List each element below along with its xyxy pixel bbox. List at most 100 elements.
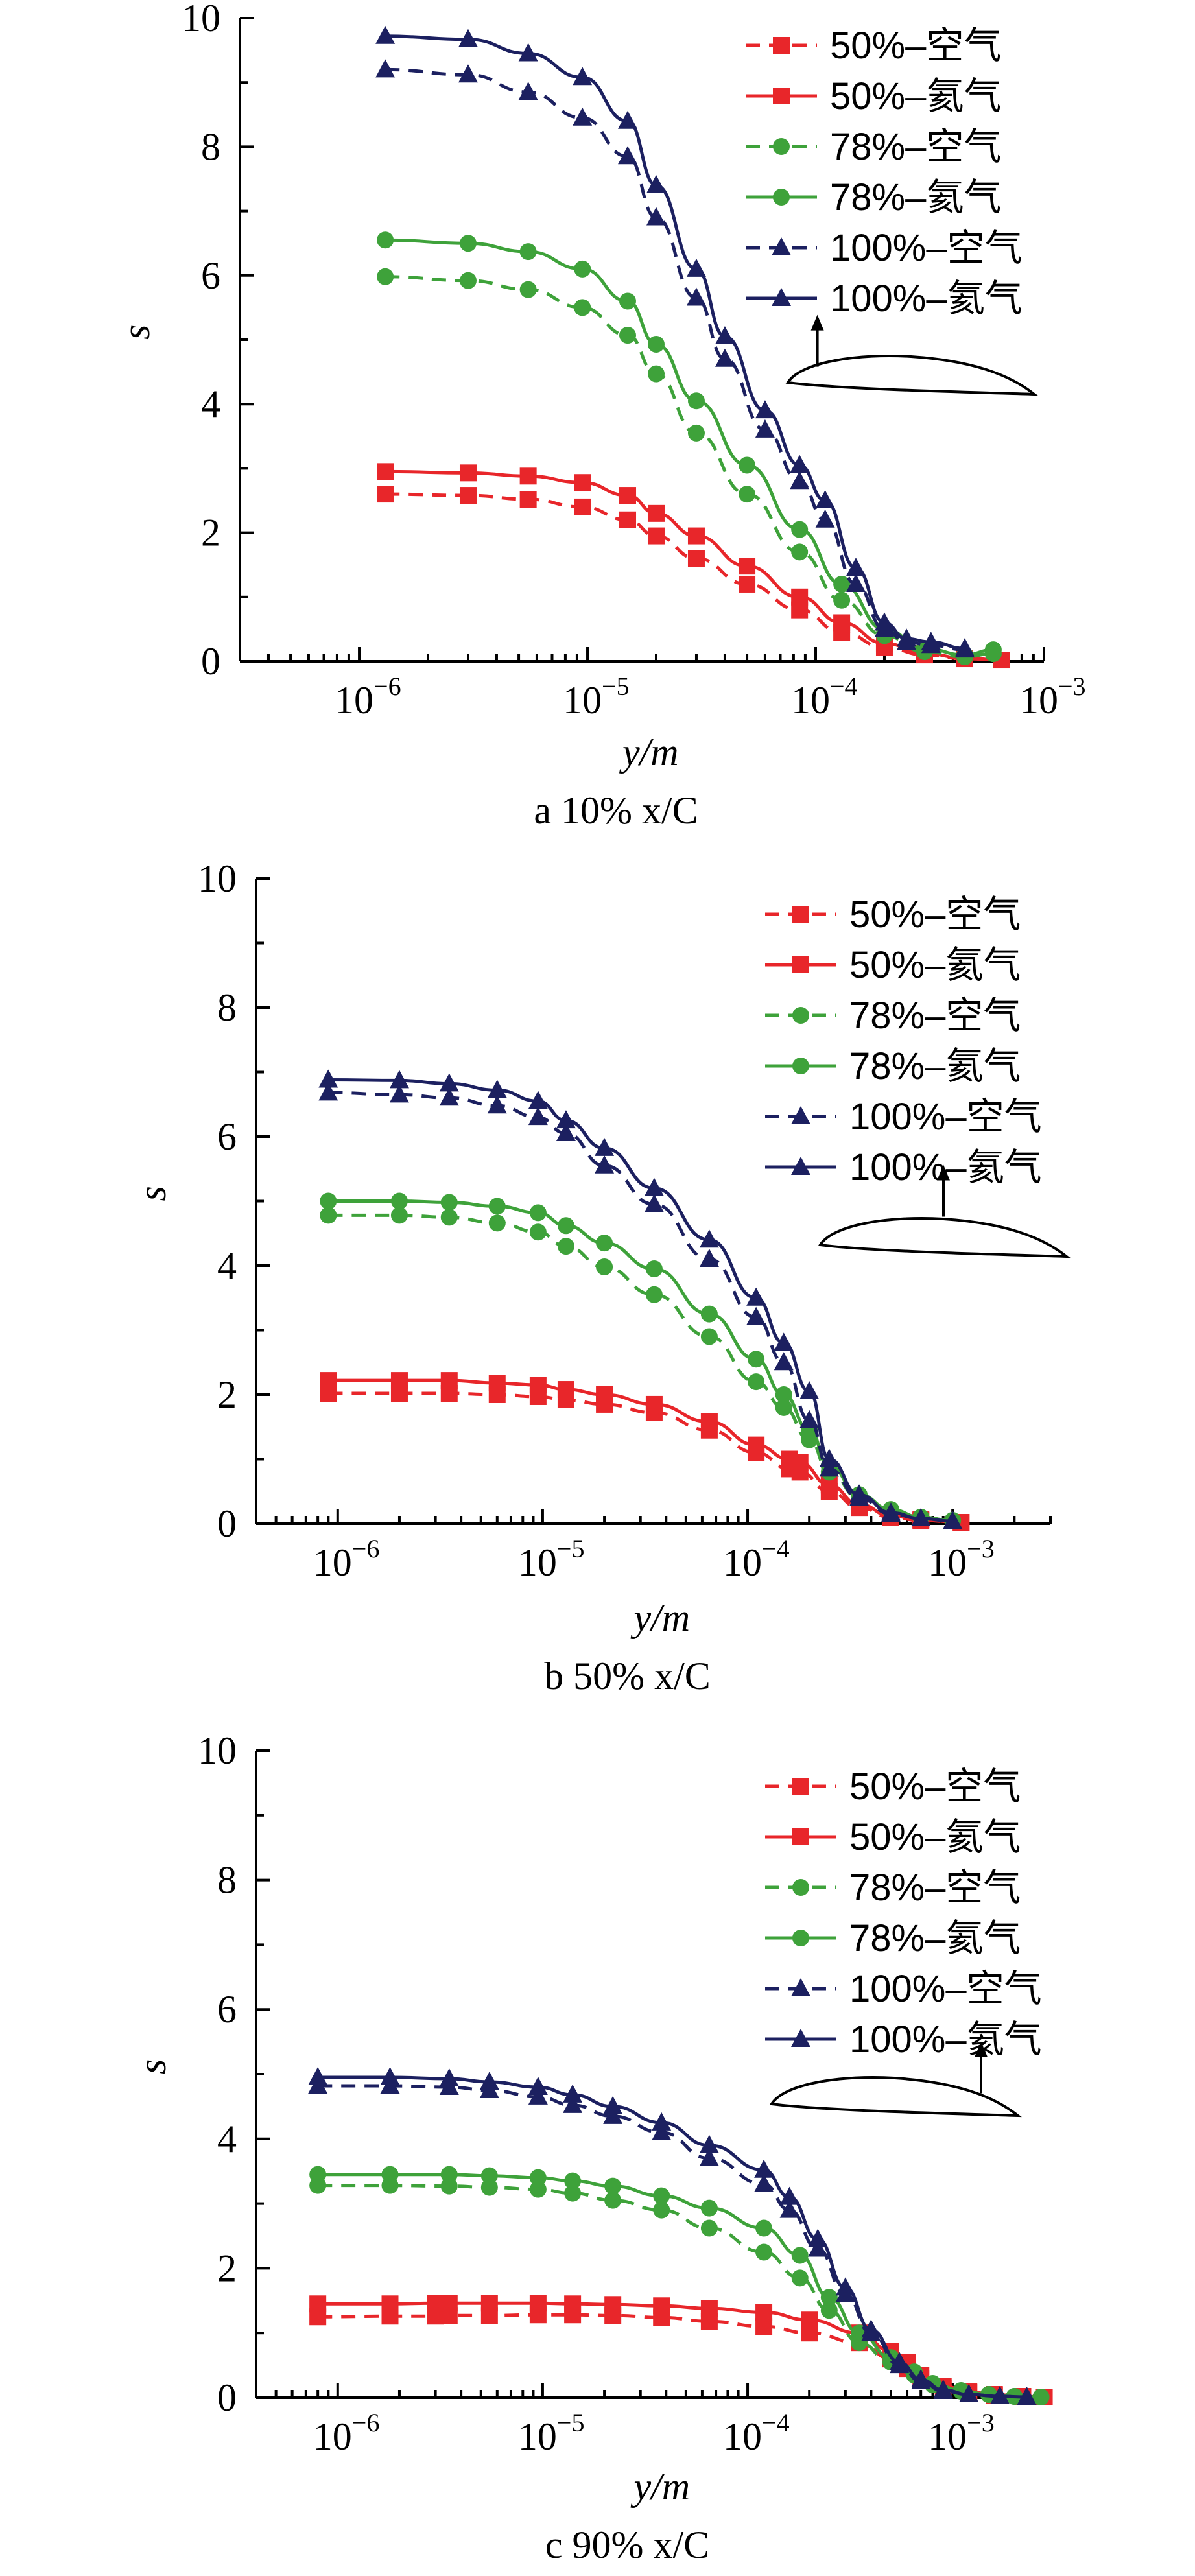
legend-label: 50%–氦气: [830, 75, 1001, 117]
data-point: [377, 231, 394, 249]
series-line: [328, 1213, 953, 1522]
data-point: [528, 2086, 548, 2105]
series-4: [309, 2166, 1050, 2406]
x-axis-label: y/m: [619, 731, 679, 774]
data-point: [808, 2228, 828, 2247]
x-tick-label: 10−5: [518, 1534, 585, 1584]
data-point: [595, 1137, 615, 1156]
legend-label: 100%–氦气: [830, 278, 1023, 320]
data-point: [596, 1235, 613, 1252]
data-point: [647, 504, 665, 522]
data-point: [595, 1155, 615, 1174]
data-point: [990, 2386, 1010, 2405]
data-point: [959, 2384, 979, 2403]
data-point: [754, 2159, 774, 2178]
data-point: [699, 2147, 719, 2166]
y-tick-label: 2: [217, 1373, 237, 1416]
legend-label: 100%–氦气: [849, 2018, 1042, 2061]
data-point: [647, 365, 665, 383]
x-tick-label: 10−5: [518, 2408, 585, 2458]
x-tick-exponent: −3: [1058, 672, 1086, 701]
y-tick-label: 6: [217, 1988, 237, 2031]
data-point: [604, 2296, 622, 2313]
data-point: [574, 299, 591, 316]
data-point: [377, 486, 394, 503]
data-point: [318, 1082, 338, 1101]
data-point: [874, 612, 894, 631]
figure-caption: b 50% x/C: [544, 1655, 711, 1697]
data-point: [791, 1454, 809, 1471]
data-point: [596, 1258, 613, 1275]
x-axis-label: y/m: [630, 1596, 691, 1639]
data-point: [519, 491, 537, 508]
data-point: [791, 1106, 810, 1124]
x-tick-exponent: −6: [373, 672, 401, 701]
y-axis-label: s: [115, 325, 158, 340]
x-tick-label: 10−5: [563, 672, 630, 722]
data-point: [755, 419, 775, 438]
data-point: [774, 1332, 794, 1351]
data-point: [604, 2177, 622, 2195]
data-point: [775, 1386, 792, 1403]
data-point: [652, 2121, 672, 2140]
x-tick-base: 10: [518, 2415, 557, 2458]
data-point: [792, 1778, 809, 1795]
y-tick-label: 10: [198, 1729, 237, 1772]
data-point: [748, 1351, 765, 1368]
data-point: [646, 174, 666, 193]
data-point: [791, 2269, 809, 2287]
data-point: [645, 1260, 663, 1277]
data-point: [557, 1381, 574, 1399]
y-tick-label: 0: [217, 2376, 237, 2419]
legend-label: 50%–空气: [849, 893, 1021, 936]
airfoil-inset: [785, 314, 1038, 396]
data-point: [700, 1413, 718, 1430]
data-point: [687, 392, 705, 410]
x-tick-label: 10−3: [1019, 672, 1086, 722]
y-tick-label: 10: [198, 857, 237, 900]
data-point: [518, 43, 538, 62]
x-tick-base: 10: [313, 1541, 352, 1584]
y-tick-label: 4: [217, 2118, 237, 2160]
y-tick-label: 0: [201, 640, 220, 683]
data-point: [739, 486, 756, 503]
data-point: [687, 527, 705, 545]
legend-label: 100%–空气: [830, 227, 1023, 269]
data-point: [792, 1930, 809, 1946]
data-point: [779, 2199, 799, 2218]
x-tick-base: 10: [928, 1541, 967, 1584]
data-point: [791, 543, 809, 561]
data-point: [715, 326, 735, 345]
y-tick-label: 8: [217, 1859, 237, 1902]
data-point: [833, 575, 851, 593]
data-point: [564, 2172, 582, 2190]
data-point: [819, 1448, 839, 1467]
data-point: [459, 464, 477, 482]
data-point: [529, 2180, 547, 2198]
data-point: [815, 509, 835, 528]
data-point: [775, 1399, 792, 1416]
data-point: [748, 1373, 765, 1391]
y-tick-label: 8: [201, 125, 220, 168]
x-tick-exponent: −5: [602, 672, 630, 701]
data-point: [529, 1377, 547, 1394]
data-point: [375, 25, 396, 44]
airfoil-inset: [769, 2041, 1022, 2118]
data-point: [488, 1375, 506, 1392]
series-line: [318, 2084, 1027, 2399]
data-point: [773, 37, 790, 54]
data-point: [799, 1410, 820, 1428]
data-point: [390, 1372, 408, 1389]
x-tick-base: 10: [563, 679, 602, 722]
data-point: [755, 2219, 773, 2237]
data-point: [755, 2318, 773, 2335]
data-point: [791, 2247, 809, 2264]
legend-label: 50%–空气: [830, 25, 1001, 67]
x-tick-base: 10: [313, 2415, 352, 2458]
data-point: [320, 1192, 337, 1210]
data-point: [699, 1249, 719, 1268]
legend-label: 50%–氦气: [849, 1816, 1021, 1858]
airfoil-outline: [785, 354, 1038, 396]
data-point: [619, 327, 637, 344]
